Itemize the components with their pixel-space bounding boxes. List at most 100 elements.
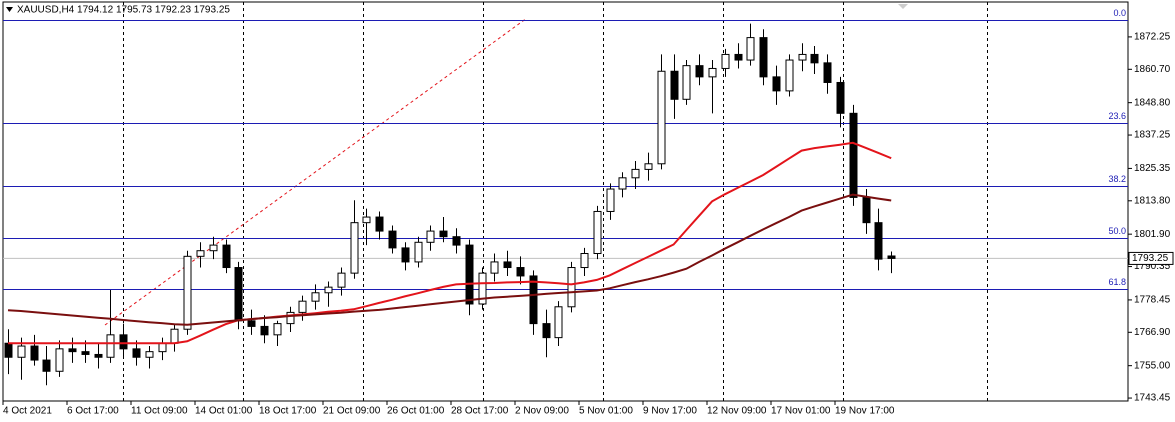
candle-body (490, 261, 499, 274)
candle-body (324, 286, 333, 294)
fib-label: 50.0 (1108, 226, 1126, 236)
candle-body (465, 244, 474, 305)
y-tick-label: 1778.45 (1134, 295, 1171, 306)
candle-body (273, 323, 282, 336)
chart-title: XAUUSD,H4 1794.12 1795.73 1792.23 1793.2… (17, 5, 230, 16)
candle-body (158, 342, 167, 353)
candle-body (55, 348, 64, 372)
y-tick-label: 1860.70 (1134, 64, 1171, 75)
candle-body (426, 230, 435, 243)
candle-body (209, 244, 218, 252)
candle-body (798, 53, 807, 61)
fib-label: 38.2 (1108, 174, 1126, 184)
candle-body (311, 292, 320, 302)
candles (4, 23, 896, 386)
candle-body (222, 244, 231, 269)
fib-label: 0.0 (1113, 8, 1126, 18)
x-tick-label: 11 Oct 09:00 (131, 406, 188, 417)
x-tick-label: 5 Nov 01:00 (579, 406, 633, 417)
candle-body (439, 230, 448, 238)
x-tick-label: 14 Oct 01:00 (195, 406, 253, 417)
x-tick-label: 12 Nov 09:00 (707, 406, 767, 417)
y-tick-label: 1872.25 (1134, 32, 1171, 43)
y-tick-label: 1813.80 (1134, 195, 1171, 206)
x-tick-label: 4 Oct 2021 (3, 406, 52, 417)
candle-body (337, 272, 346, 288)
candle-body (516, 267, 525, 277)
candle-body (247, 320, 256, 327)
candle-body (183, 255, 192, 330)
candle-body (785, 59, 794, 92)
candle-body (695, 65, 704, 78)
x-tick-label: 9 Nov 17:00 (643, 406, 697, 417)
y-tick-label: 1825.35 (1134, 163, 1171, 174)
candle-body (260, 325, 269, 336)
candle-body (401, 247, 410, 263)
y-tick-label: 1848.80 (1134, 97, 1171, 108)
candle-body (606, 188, 615, 212)
y-tick-label: 1743.45 (1134, 393, 1171, 404)
fib-label: 23.6 (1108, 111, 1126, 121)
candle-body (106, 334, 115, 358)
candle-body (734, 53, 743, 61)
candle-body (746, 37, 755, 61)
candle-body (849, 112, 858, 198)
candle-body (145, 351, 154, 358)
y-tick-label: 1790.35 (1134, 261, 1171, 272)
candle-body (554, 306, 563, 339)
x-tick-label: 2 Nov 09:00 (515, 406, 569, 417)
fib-trendline (104, 17, 528, 326)
candle-body (42, 359, 51, 372)
candle-body (682, 65, 691, 100)
candle-body (94, 353, 103, 358)
candle-body (350, 222, 359, 274)
candle-body (4, 342, 13, 358)
candle-body (196, 250, 205, 257)
candle-body (234, 267, 243, 322)
candle-body (618, 177, 627, 190)
candle-body (119, 334, 128, 350)
candle-body (836, 81, 845, 114)
x-tick-label: 28 Oct 17:00 (451, 406, 509, 417)
candle-body (298, 300, 307, 313)
candle-body (362, 216, 371, 224)
candle-body (68, 348, 77, 353)
last-price-box (1128, 251, 1174, 265)
fib-label: 61.8 (1108, 277, 1126, 287)
candle-body (30, 345, 39, 361)
last-price-label: 1793.25 (1132, 253, 1169, 264)
x-tick-label: 6 Oct 17:00 (67, 406, 119, 417)
y-tick-label: 1837.25 (1134, 130, 1171, 141)
candle-body (529, 275, 538, 325)
x-tick-label: 21 Oct 09:00 (323, 406, 381, 417)
plot-frame (2, 1, 1129, 402)
x-tick-label: 17 Nov 01:00 (771, 406, 831, 417)
candle-body (721, 53, 730, 69)
candle-body (759, 37, 768, 78)
candle-body (887, 255, 896, 259)
x-tick-label: 18 Oct 17:00 (259, 406, 317, 417)
moving-average (7, 193, 892, 326)
y-tick-label: 1766.90 (1134, 327, 1171, 338)
y-tick-label: 1755.00 (1134, 360, 1171, 371)
candle-body (375, 216, 384, 232)
candle-body (567, 267, 576, 308)
candle-body (644, 163, 653, 170)
candle-body (874, 222, 883, 260)
candle-body (414, 241, 423, 263)
menu-arrow[interactable] (6, 7, 13, 12)
y-tick-label: 1801.90 (1134, 229, 1171, 240)
candle-body (593, 210, 602, 255)
candle-body (810, 53, 819, 64)
shift-marker (898, 4, 908, 9)
candle-body (286, 311, 295, 325)
candle-body (657, 70, 666, 165)
candle-body (17, 345, 26, 358)
candle-body (503, 261, 512, 269)
candle-body (670, 70, 679, 100)
candle-body (631, 168, 640, 179)
candle-body (388, 230, 397, 249)
candle-body (862, 196, 871, 224)
candle-body (708, 67, 717, 78)
